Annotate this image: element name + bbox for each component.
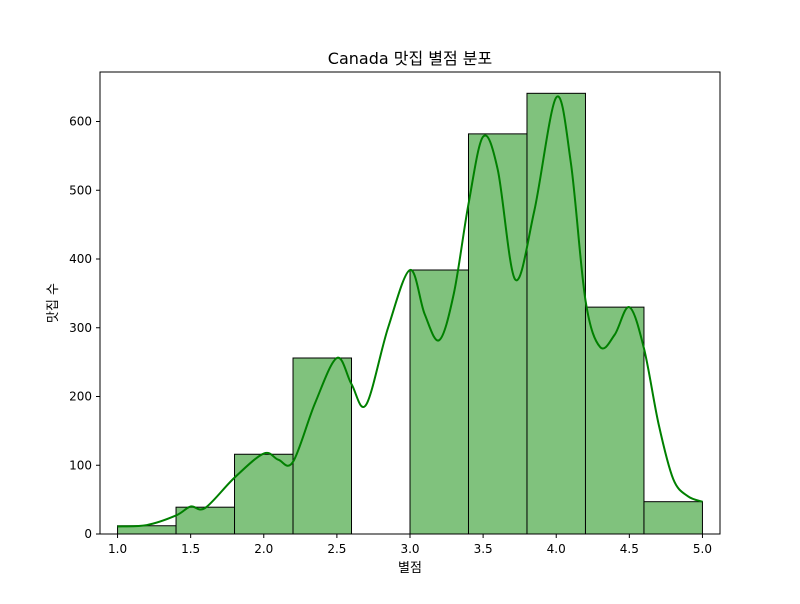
y-axis-label: 맛집 수 — [46, 283, 61, 323]
y-tick-label-0: 0 — [84, 527, 92, 541]
x-tick-label-8: 5.0 — [693, 542, 712, 556]
x-tick-label-0: 1.0 — [108, 542, 127, 556]
x-tick-label-2: 2.0 — [254, 542, 273, 556]
y-tick-label-1: 100 — [69, 458, 92, 472]
y-tick-label-5: 500 — [69, 183, 92, 197]
y-tick-label-6: 600 — [69, 115, 92, 129]
x-tick-label-4: 3.0 — [400, 542, 419, 556]
histogram-bar-5 — [409, 269, 469, 535]
x-tick-label-5: 3.5 — [474, 542, 493, 556]
histogram-bar-9 — [643, 501, 703, 535]
x-tick-label-3: 2.5 — [327, 542, 346, 556]
x-tick-label-7: 4.5 — [620, 542, 639, 556]
y-tick-label-4: 400 — [69, 252, 92, 266]
histogram-bar-7 — [526, 92, 586, 535]
x-tick-label-1: 1.5 — [181, 542, 200, 556]
histogram-bar-1 — [175, 506, 236, 535]
kde-curve — [117, 95, 703, 528]
histogram-bar-2 — [234, 453, 294, 535]
kde-layer — [117, 95, 703, 528]
histogram-bar-8 — [584, 306, 645, 535]
bars-layer — [117, 92, 703, 535]
y-tick-label-3: 300 — [69, 321, 92, 335]
x-axis-label: 별점 — [398, 561, 422, 576]
axes-layer: 1.0 1.5 2.0 2.5 3.0 3.5 4.0 4.5 5.0 0 100 200 300 400… — [69, 71, 721, 556]
chart-title: Canada 맛집 별점 분포 — [328, 49, 492, 68]
x-tick-label-6: 4.0 — [547, 542, 566, 556]
histogram-bar-6 — [467, 133, 528, 535]
histogram-bar-3 — [292, 357, 353, 535]
y-tick-label-2: 200 — [69, 390, 92, 404]
